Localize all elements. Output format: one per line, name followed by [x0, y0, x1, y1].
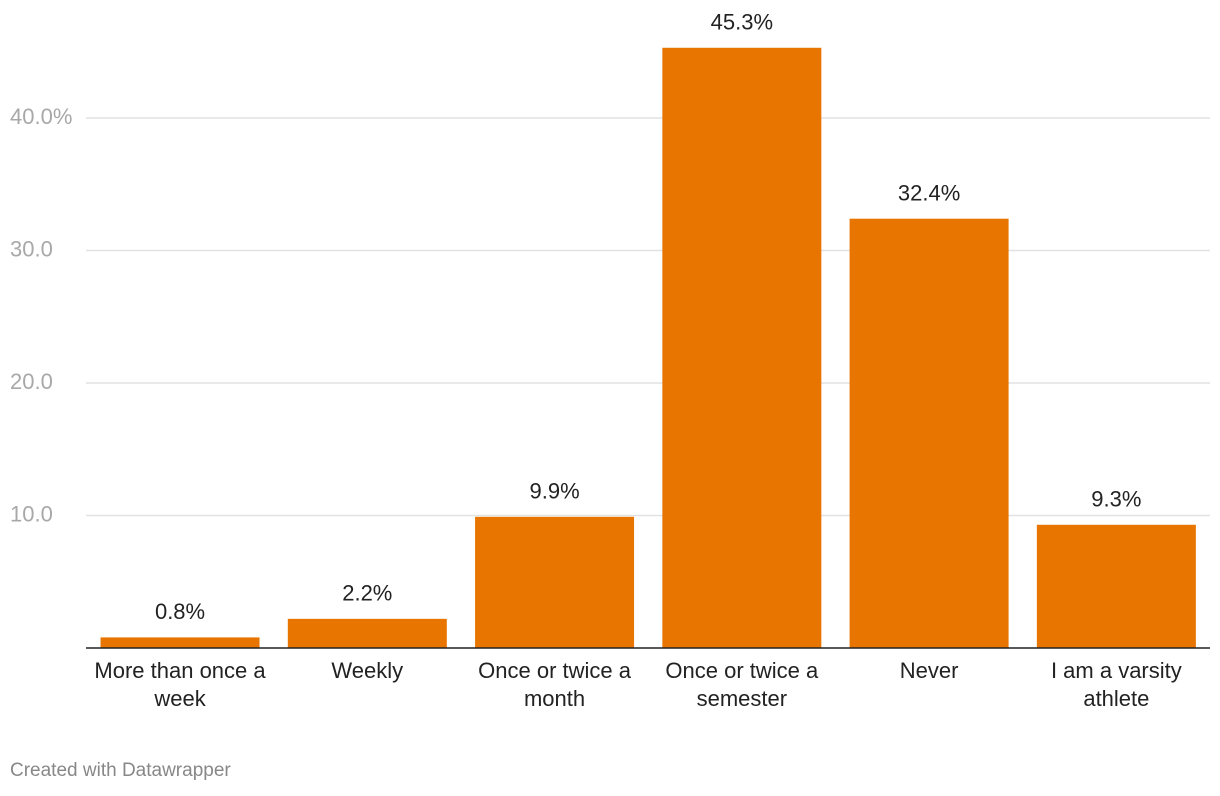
- bar: [475, 516, 635, 648]
- value-label: 32.4%: [898, 181, 960, 206]
- x-tick-label: Weekly: [331, 658, 404, 683]
- y-tick-label: 30.0: [10, 236, 53, 261]
- bar: [287, 618, 447, 648]
- bar: [1036, 524, 1196, 648]
- value-label: 45.3%: [711, 10, 773, 35]
- bar: [849, 218, 1009, 648]
- value-label: 2.2%: [342, 581, 392, 606]
- value-label: 9.3%: [1091, 487, 1141, 512]
- y-tick-label: 20.0: [10, 369, 53, 394]
- footer: Created with Datawrapper: [10, 760, 231, 781]
- bar: [662, 47, 822, 648]
- bar: [100, 637, 260, 648]
- value-label: 9.9%: [529, 479, 579, 504]
- value-label: 0.8%: [155, 599, 205, 624]
- x-tick-label: I am a varsity athlete: [1050, 658, 1182, 711]
- y-tick-label: 40.0%: [10, 104, 72, 129]
- x-tick-label: Once or twice a month: [478, 658, 631, 711]
- x-tick-label: Never: [899, 658, 959, 683]
- y-tick-label: 10.0: [10, 501, 53, 526]
- x-tick-label: Once or twice a semester: [665, 658, 819, 711]
- x-tick-label: More than once a week: [94, 658, 266, 711]
